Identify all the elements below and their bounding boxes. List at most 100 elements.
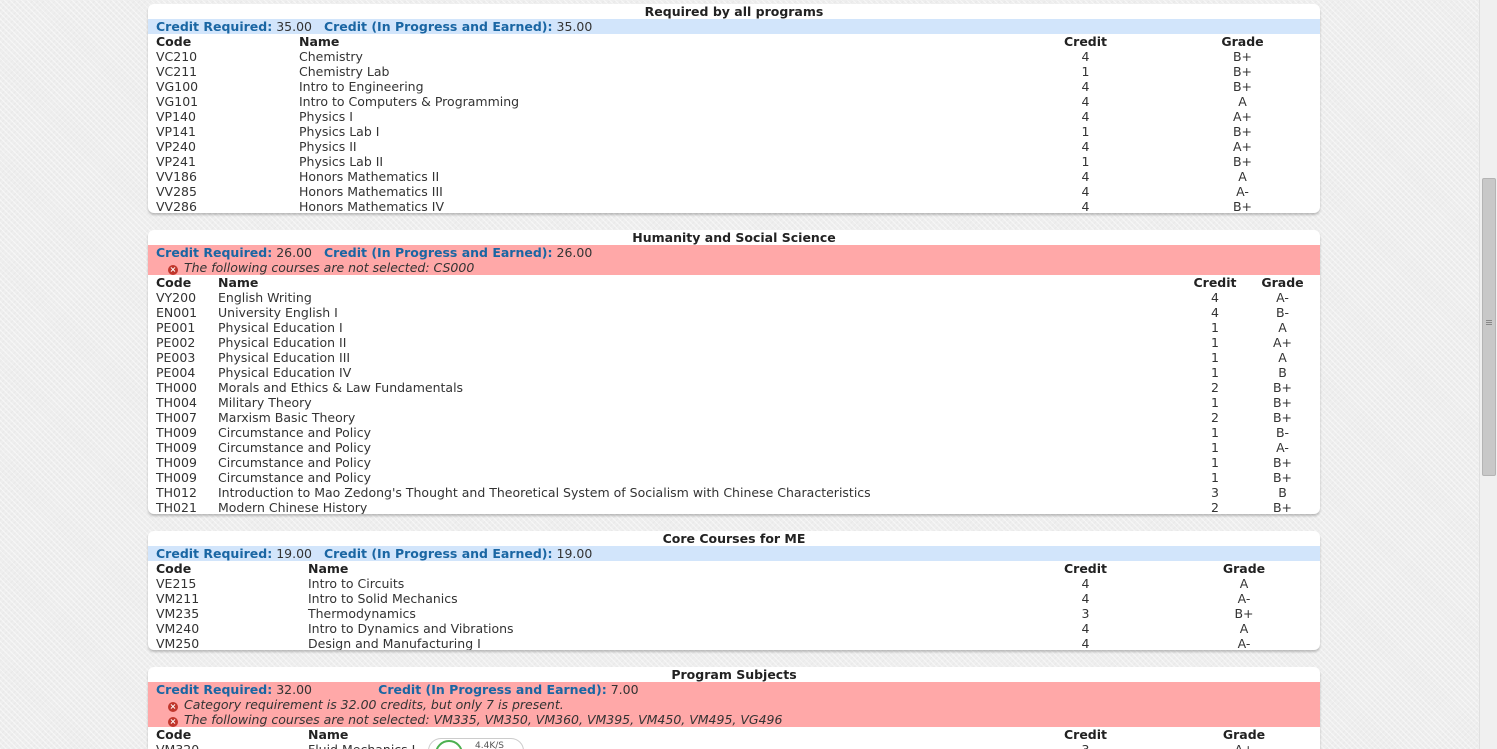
table-row: VC210 Chemistry 4 B+	[148, 49, 1320, 64]
course-grade: B+	[1232, 199, 1253, 213]
course-name: University English I	[218, 305, 338, 320]
table-row: TH012 Introduction to Mao Zedong's Though…	[148, 485, 1320, 500]
table-row: PE001 Physical Education I 1 A	[148, 320, 1320, 335]
panel-title: Required by all programs	[644, 4, 824, 19]
error-message: The following courses are not selected: …	[156, 712, 1320, 727]
course-credit: 1	[1081, 154, 1090, 169]
table-header-row: Code Name Credit Grade	[148, 275, 1320, 290]
course-code: VM250	[156, 636, 200, 650]
course-credit: 1	[1211, 335, 1219, 350]
course-rows: VC210 Chemistry 4 B+ VC211 Chemistry Lab 1 B+ VG…	[148, 49, 1320, 213]
table-row: VM240 Intro to Dynamics and Vibrations 4 A	[148, 621, 1320, 636]
course-credit: 1	[1211, 320, 1219, 335]
course-name: Marxism Basic Theory	[218, 410, 356, 425]
floating-speed-widget[interactable]: 4.4K/S	[428, 738, 524, 749]
course-table: Code Name Credit Grade VC210 Chemistry 4 B+…	[148, 34, 1320, 213]
status-circle-icon	[435, 740, 463, 749]
course-grade: B+	[1232, 124, 1253, 139]
table-row: EN001 University English I 4 B-	[148, 305, 1320, 320]
credit-required-value: 35.00	[276, 19, 312, 34]
col-header-grade: Grade	[1221, 34, 1264, 49]
course-code: VM240	[156, 621, 200, 636]
course-code: TH009	[156, 455, 197, 470]
course-credit: 4	[1081, 621, 1090, 636]
course-name: Physical Education IV	[218, 365, 352, 380]
panel-title: Core Courses for ME	[662, 531, 806, 546]
table-row: PE004 Physical Education IV 1 B	[148, 365, 1320, 380]
category-panel-humanity: Humanity and Social Science Credit Requi…	[148, 230, 1320, 514]
table-header-row: Code Name Credit Grade	[148, 34, 1320, 49]
course-name: Honors Mathematics III	[299, 184, 443, 199]
table-row: VP141 Physics Lab I 1 B+	[148, 124, 1320, 139]
course-credit: 1	[1211, 350, 1219, 365]
course-table: Code Name Credit Grade VM320Fluid Mechan…	[148, 727, 1320, 749]
table-row: VV285 Honors Mathematics III 4 A-	[148, 184, 1320, 199]
course-credit: 4	[1211, 290, 1219, 305]
course-code: VC211	[156, 64, 198, 79]
table-row: TH004 Military Theory 1 B+	[148, 395, 1320, 410]
course-credit: 4	[1081, 139, 1090, 154]
course-code: TH009	[156, 440, 197, 455]
credit-earned-label: Credit (In Progress and Earned):	[323, 245, 553, 260]
error-circle-icon	[168, 265, 178, 275]
course-code: VP140	[156, 109, 196, 124]
course-name: Intro to Engineering	[299, 79, 424, 94]
course-credit: 4	[1081, 591, 1090, 606]
credit-required-label: Credit Required:	[156, 245, 273, 260]
course-credit: 3	[1003, 742, 1168, 749]
course-name: Intro to Circuits	[308, 576, 405, 591]
course-credit: 1	[1211, 440, 1219, 455]
table-row: TH009 Circumstance and Policy 1 B+	[148, 470, 1320, 485]
course-name: Physics II	[299, 139, 357, 154]
credit-earned-value: 19.00	[556, 546, 593, 561]
col-header-credit: Credit	[1063, 561, 1108, 576]
table-row: PE003 Physical Education III 1 A	[148, 350, 1320, 365]
course-name: Honors Mathematics II	[299, 169, 440, 184]
credit-earned-label: Credit (In Progress and Earned):	[323, 546, 553, 561]
course-code: TH009	[156, 425, 197, 440]
course-grade: A+	[1232, 139, 1253, 154]
credit-earned-value: 35.00	[556, 19, 593, 34]
course-name: Physics Lab II	[299, 154, 384, 169]
error-circle-icon	[168, 717, 178, 727]
table-header-row: Code Name Credit Grade	[148, 561, 1320, 576]
course-code: PE001	[156, 320, 196, 335]
course-code: PE002	[156, 335, 196, 350]
col-header-grade: Grade	[1222, 561, 1266, 576]
course-grade: B+	[1272, 470, 1293, 485]
course-code: VM235	[156, 606, 200, 621]
course-name: Design and Manufacturing I	[308, 636, 481, 650]
col-header-grade: Grade	[1261, 275, 1304, 290]
course-name: Physical Education I	[218, 320, 343, 335]
course-credit: 1	[1081, 124, 1090, 139]
course-grade: B-	[1275, 305, 1290, 320]
table-row: VE215 Intro to Circuits 4 A	[148, 576, 1320, 591]
col-header-grade: Grade	[1222, 727, 1266, 742]
course-grade: B+	[1272, 455, 1293, 470]
col-header-name: Name	[308, 561, 349, 576]
table-row: TH000 Morals and Ethics & Law Fundamental…	[148, 380, 1320, 395]
table-row: VV286 Honors Mathematics IV 4 B+	[148, 199, 1320, 213]
col-header-credit: Credit	[1063, 727, 1108, 742]
course-name: Circumstance and Policy	[218, 440, 372, 455]
course-credit: 2	[1211, 410, 1219, 425]
scrollbar-thumb[interactable]	[1482, 178, 1496, 476]
course-grade: A	[1239, 621, 1249, 636]
course-credit: 4	[1081, 79, 1090, 94]
course-code: TH000	[156, 380, 197, 395]
credit-summary: Credit Required: 26.00 Credit (In Progre…	[148, 245, 1320, 275]
course-code: TH004	[156, 395, 197, 410]
course-code: PE004	[156, 365, 196, 380]
course-credit: 2	[1211, 380, 1219, 395]
table-row: PE002 Physical Education II 1 A+	[148, 335, 1320, 350]
course-grade: A	[1278, 320, 1287, 335]
col-header-code: Code	[156, 275, 192, 290]
credit-required-label: Credit Required:	[156, 682, 273, 697]
category-panel-required: Required by all programs Credit Required…	[148, 4, 1320, 213]
course-grade: A+	[1272, 335, 1293, 350]
course-name: Intro to Computers & Programming	[299, 94, 520, 109]
vertical-scrollbar[interactable]	[1479, 0, 1497, 749]
course-name: Circumstance and Policy	[218, 455, 372, 470]
course-name: Circumstance and Policy	[218, 425, 372, 440]
course-credit: 1	[1211, 365, 1219, 380]
